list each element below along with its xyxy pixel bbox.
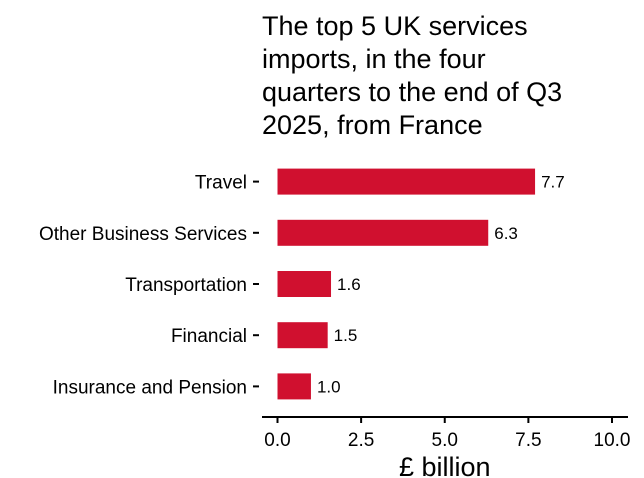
- x-axis-title: £ billion: [399, 452, 491, 478]
- bar: [277, 271, 332, 297]
- data-label: 1.6: [337, 275, 361, 294]
- category-labels: Travel Other Business Services Transportat…: [39, 173, 247, 399]
- x-tick-label: 7.5: [515, 430, 541, 451]
- x-tick-label: 2.5: [348, 430, 374, 451]
- chart-title-line: 2025, from France: [262, 110, 483, 140]
- data-label: 1.0: [317, 377, 341, 396]
- chart-title-line: quarters to the end of Q3: [262, 77, 562, 107]
- data-label: 1.5: [334, 326, 358, 345]
- y-ticks: [253, 180, 259, 388]
- x-tick-label: 5.0: [432, 430, 458, 451]
- chart-title-line: imports, in the four: [262, 44, 486, 74]
- bars: [277, 168, 536, 400]
- chart-title-line: The top 5 UK services: [262, 11, 528, 41]
- bar: [277, 168, 536, 195]
- bar: [277, 373, 311, 400]
- x-tick-label: 0.0: [264, 430, 290, 451]
- category-label: Insurance and Pension: [53, 377, 247, 398]
- x-tick-label: 10.0: [594, 430, 631, 451]
- category-label: Other Business Services: [39, 224, 247, 245]
- x-ticks: [276, 417, 613, 423]
- x-tick-labels: 0.0 2.5 5.0 7.5 10.0: [264, 430, 630, 451]
- category-label: Transportation: [125, 275, 247, 296]
- bar: [277, 322, 328, 349]
- category-label: Travel: [195, 173, 247, 194]
- value-labels: 7.7 6.3 1.6 1.5 1.0: [317, 173, 565, 397]
- data-label: 7.7: [541, 173, 565, 192]
- data-label: 6.3: [494, 224, 518, 243]
- category-label: Financial: [171, 326, 247, 347]
- bar: [277, 219, 489, 246]
